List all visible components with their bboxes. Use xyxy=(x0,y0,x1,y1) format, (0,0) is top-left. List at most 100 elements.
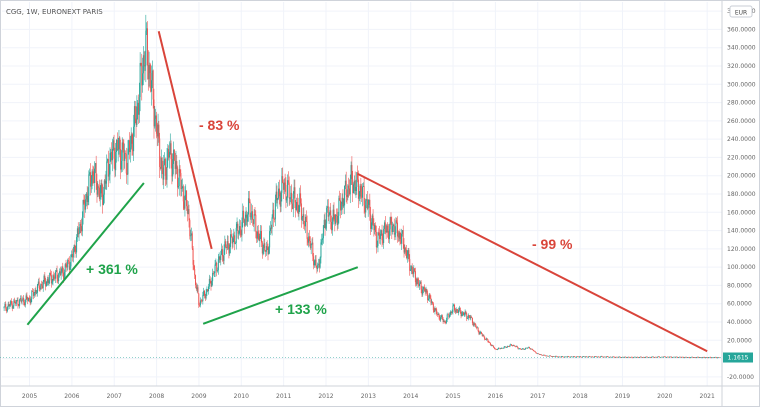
candle-body xyxy=(175,161,177,169)
candle-body xyxy=(543,354,545,356)
candle-body xyxy=(118,137,120,150)
candle-body xyxy=(427,293,429,301)
candle-body xyxy=(189,220,191,237)
candle-body xyxy=(311,242,313,244)
candle-body xyxy=(380,230,382,234)
candle-body xyxy=(498,347,500,349)
candle-body xyxy=(187,209,189,214)
candle-body xyxy=(489,342,491,345)
candle-body xyxy=(387,225,389,232)
candle-body xyxy=(577,356,579,358)
candle-body xyxy=(673,356,675,358)
candle-body xyxy=(225,241,227,247)
candle-body xyxy=(116,140,118,153)
candle-body xyxy=(377,232,379,246)
candle-body xyxy=(51,281,53,284)
candle-body xyxy=(691,356,693,358)
trendlines xyxy=(26,31,708,353)
candle-body xyxy=(451,311,453,313)
y-tick-label: 220.0000 xyxy=(727,154,756,161)
y-tick-label: 140.0000 xyxy=(727,228,756,235)
candle-body xyxy=(682,356,684,358)
candle-body xyxy=(472,323,474,326)
candle-body xyxy=(527,347,529,349)
candle-body xyxy=(634,356,636,358)
candle-body xyxy=(555,355,557,357)
candle-body xyxy=(701,357,703,359)
candle-body xyxy=(306,221,308,239)
candle-body xyxy=(617,356,619,358)
candle-body xyxy=(441,315,443,320)
candle-body xyxy=(710,357,712,359)
candle-body xyxy=(400,239,402,244)
candle-body xyxy=(612,356,614,358)
candle-body xyxy=(458,310,460,313)
candle-body xyxy=(111,148,113,161)
candle-body xyxy=(319,257,321,268)
candle-body xyxy=(576,356,578,358)
candle-body xyxy=(210,281,212,287)
candle-body xyxy=(164,158,166,165)
candle-body xyxy=(426,289,428,294)
candle-body xyxy=(151,70,153,81)
candle-body xyxy=(177,186,179,188)
candle-body xyxy=(195,275,197,286)
candle-body xyxy=(358,196,360,199)
candle-body xyxy=(645,356,647,358)
candle-body xyxy=(152,70,154,100)
currency-label: EUR xyxy=(735,10,747,17)
candle-body xyxy=(148,64,150,80)
candle-body xyxy=(7,304,9,307)
candle-body xyxy=(507,346,509,347)
candle-body xyxy=(37,284,39,293)
candle-body xyxy=(172,163,174,177)
y-tick-label: 80.0000 xyxy=(727,282,752,289)
candle-body xyxy=(432,303,434,311)
candle-body xyxy=(100,183,102,194)
candle-body xyxy=(680,357,682,358)
candle-body xyxy=(352,179,354,193)
candle-body xyxy=(157,124,159,137)
candle-body xyxy=(466,313,468,319)
candle-body xyxy=(226,241,228,248)
candle-body xyxy=(85,199,87,210)
candle-body xyxy=(307,238,309,243)
candle-body xyxy=(663,356,665,358)
candle-body xyxy=(682,357,684,358)
candle-body xyxy=(150,73,152,92)
candle-body xyxy=(573,356,575,357)
candle-body xyxy=(372,215,374,225)
last-price-badge: 1.1615 xyxy=(723,352,753,363)
candle-body xyxy=(269,227,271,232)
candle-body xyxy=(248,198,250,202)
candle-body xyxy=(287,180,289,183)
candle-body xyxy=(562,356,564,357)
candle-body xyxy=(328,214,330,217)
candle-body xyxy=(433,310,435,312)
candle-body xyxy=(225,246,227,248)
candle-body xyxy=(685,356,687,358)
candle-body xyxy=(421,289,423,295)
candle-body xyxy=(398,232,400,238)
candle-body xyxy=(353,180,355,185)
currency-badge[interactable]: EUR xyxy=(729,5,753,18)
candle-body xyxy=(167,149,169,159)
candle-body xyxy=(566,356,568,358)
candle-body xyxy=(95,163,97,183)
candle-body xyxy=(235,227,237,243)
candle-body xyxy=(401,230,403,234)
candle-body xyxy=(274,199,276,220)
candle-body xyxy=(484,339,486,340)
candle-body xyxy=(444,320,446,322)
candle-body xyxy=(6,306,8,312)
candle-body xyxy=(342,197,344,207)
candle-body xyxy=(550,356,552,357)
candle-body xyxy=(287,180,289,198)
candle-body xyxy=(429,294,431,299)
candle-body xyxy=(111,152,113,161)
candle-body xyxy=(713,357,715,359)
candle-body xyxy=(599,356,601,358)
candle-body xyxy=(305,216,307,222)
candle-body xyxy=(58,273,60,282)
